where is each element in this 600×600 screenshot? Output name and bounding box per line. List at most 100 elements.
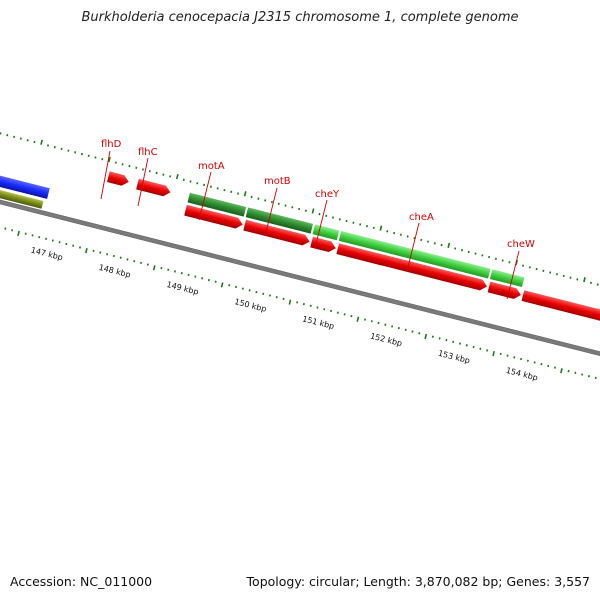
minor-tick bbox=[121, 163, 124, 166]
major-tick bbox=[40, 139, 43, 145]
minor-tick bbox=[576, 278, 579, 281]
leader-line-flhD bbox=[100, 150, 111, 200]
cds-arrow-motB[interactable] bbox=[243, 219, 311, 247]
minor-tick bbox=[513, 356, 516, 359]
minor-tick bbox=[418, 332, 421, 335]
minor-tick bbox=[235, 285, 238, 289]
minor-tick bbox=[119, 256, 122, 259]
major-tick bbox=[152, 265, 156, 271]
gene-label-group: flhD flhC motA motB cheY cheA cheW bbox=[100, 139, 535, 300]
kbp-label: 154 kbp bbox=[505, 366, 539, 383]
major-tick bbox=[492, 351, 495, 357]
major-tick bbox=[356, 316, 360, 322]
major-tick bbox=[108, 156, 111, 163]
minor-tick bbox=[155, 171, 158, 175]
minor-tick bbox=[189, 180, 192, 183]
minor-tick bbox=[454, 247, 457, 250]
minor-tick bbox=[277, 202, 280, 206]
cds-arrow-flhD[interactable] bbox=[107, 171, 130, 187]
gene-box-cheW[interactable] bbox=[489, 269, 525, 288]
minor-tick bbox=[167, 268, 170, 271]
minor-tick bbox=[445, 338, 448, 342]
minor-tick bbox=[46, 144, 50, 147]
genome-stats: Topology: circular; Length: 3,870,082 bp… bbox=[246, 574, 590, 589]
gene-label-cheA: cheA bbox=[409, 212, 434, 223]
minor-tick bbox=[248, 289, 251, 292]
minor-tick bbox=[282, 297, 285, 301]
minor-tick bbox=[302, 302, 305, 306]
major-tick bbox=[379, 225, 383, 231]
minor-tick bbox=[494, 257, 497, 260]
blue-feature[interactable] bbox=[0, 166, 50, 199]
gene-box-motB[interactable] bbox=[245, 207, 314, 234]
major-tick bbox=[424, 333, 428, 340]
minor-tick bbox=[438, 337, 441, 340]
minor-tick bbox=[365, 225, 368, 228]
gene-box-cheY[interactable] bbox=[312, 224, 340, 241]
minor-tick bbox=[230, 190, 233, 193]
minor-tick bbox=[528, 266, 531, 269]
minor-tick bbox=[201, 277, 204, 280]
cds-arrow-motA[interactable] bbox=[184, 204, 244, 230]
cds-arrow-cheW[interactable] bbox=[487, 281, 523, 301]
minor-tick bbox=[209, 185, 212, 188]
minor-tick bbox=[106, 253, 109, 256]
leader-line-motB bbox=[264, 187, 278, 237]
minor-tick bbox=[101, 158, 104, 161]
minor-tick bbox=[182, 178, 185, 181]
minor-tick bbox=[60, 147, 63, 151]
major-tick bbox=[311, 208, 315, 214]
minor-tick bbox=[58, 241, 61, 244]
minor-tick bbox=[24, 232, 27, 235]
minor-tick bbox=[332, 216, 335, 219]
minor-tick bbox=[589, 281, 592, 285]
minor-tick bbox=[112, 254, 115, 258]
minor-tick bbox=[431, 335, 434, 338]
minor-tick bbox=[38, 235, 41, 239]
minor-tick bbox=[535, 267, 538, 271]
minor-tick bbox=[420, 238, 423, 242]
kbp-label: 150 kbp bbox=[234, 297, 268, 314]
cds-arrow-flhC[interactable] bbox=[136, 178, 172, 198]
major-tick bbox=[85, 247, 88, 254]
length-value: 3,870,082 bp bbox=[414, 574, 499, 589]
minor-tick bbox=[533, 361, 536, 364]
gene-box-motA[interactable] bbox=[187, 192, 247, 217]
minor-tick bbox=[499, 352, 502, 356]
minor-tick bbox=[196, 182, 199, 185]
minor-tick bbox=[162, 173, 165, 176]
minor-tick bbox=[501, 259, 504, 262]
minor-tick bbox=[397, 326, 400, 330]
minor-tick bbox=[53, 146, 56, 149]
minor-tick bbox=[547, 364, 550, 368]
minor-tick bbox=[67, 149, 70, 152]
minor-tick bbox=[594, 376, 597, 380]
olive-feature[interactable] bbox=[0, 179, 44, 209]
minor-tick bbox=[359, 223, 362, 226]
minor-tick bbox=[78, 246, 81, 249]
minor-tick bbox=[0, 132, 2, 135]
minor-tick bbox=[203, 183, 206, 187]
minor-tick bbox=[148, 170, 151, 173]
cds-arrow-cheA[interactable] bbox=[336, 243, 488, 291]
major-tick bbox=[175, 174, 179, 180]
minor-tick bbox=[257, 197, 260, 200]
minor-tick bbox=[207, 278, 210, 282]
minor-tick bbox=[284, 204, 287, 207]
minor-tick bbox=[452, 340, 455, 344]
minor-tick bbox=[51, 239, 54, 242]
minor-tick bbox=[140, 261, 143, 265]
gene-box-cheA[interactable] bbox=[338, 230, 491, 279]
minor-tick bbox=[146, 263, 149, 266]
minor-tick bbox=[187, 273, 190, 277]
minor-tick bbox=[160, 266, 163, 270]
minor-tick bbox=[262, 292, 265, 295]
cds-arrow-next[interactable] bbox=[521, 290, 600, 342]
minor-tick bbox=[291, 206, 294, 209]
minor-tick bbox=[133, 259, 136, 263]
minor-tick bbox=[481, 254, 484, 257]
minor-tick bbox=[141, 168, 145, 171]
minor-tick bbox=[553, 366, 557, 369]
minor-tick bbox=[173, 270, 177, 273]
